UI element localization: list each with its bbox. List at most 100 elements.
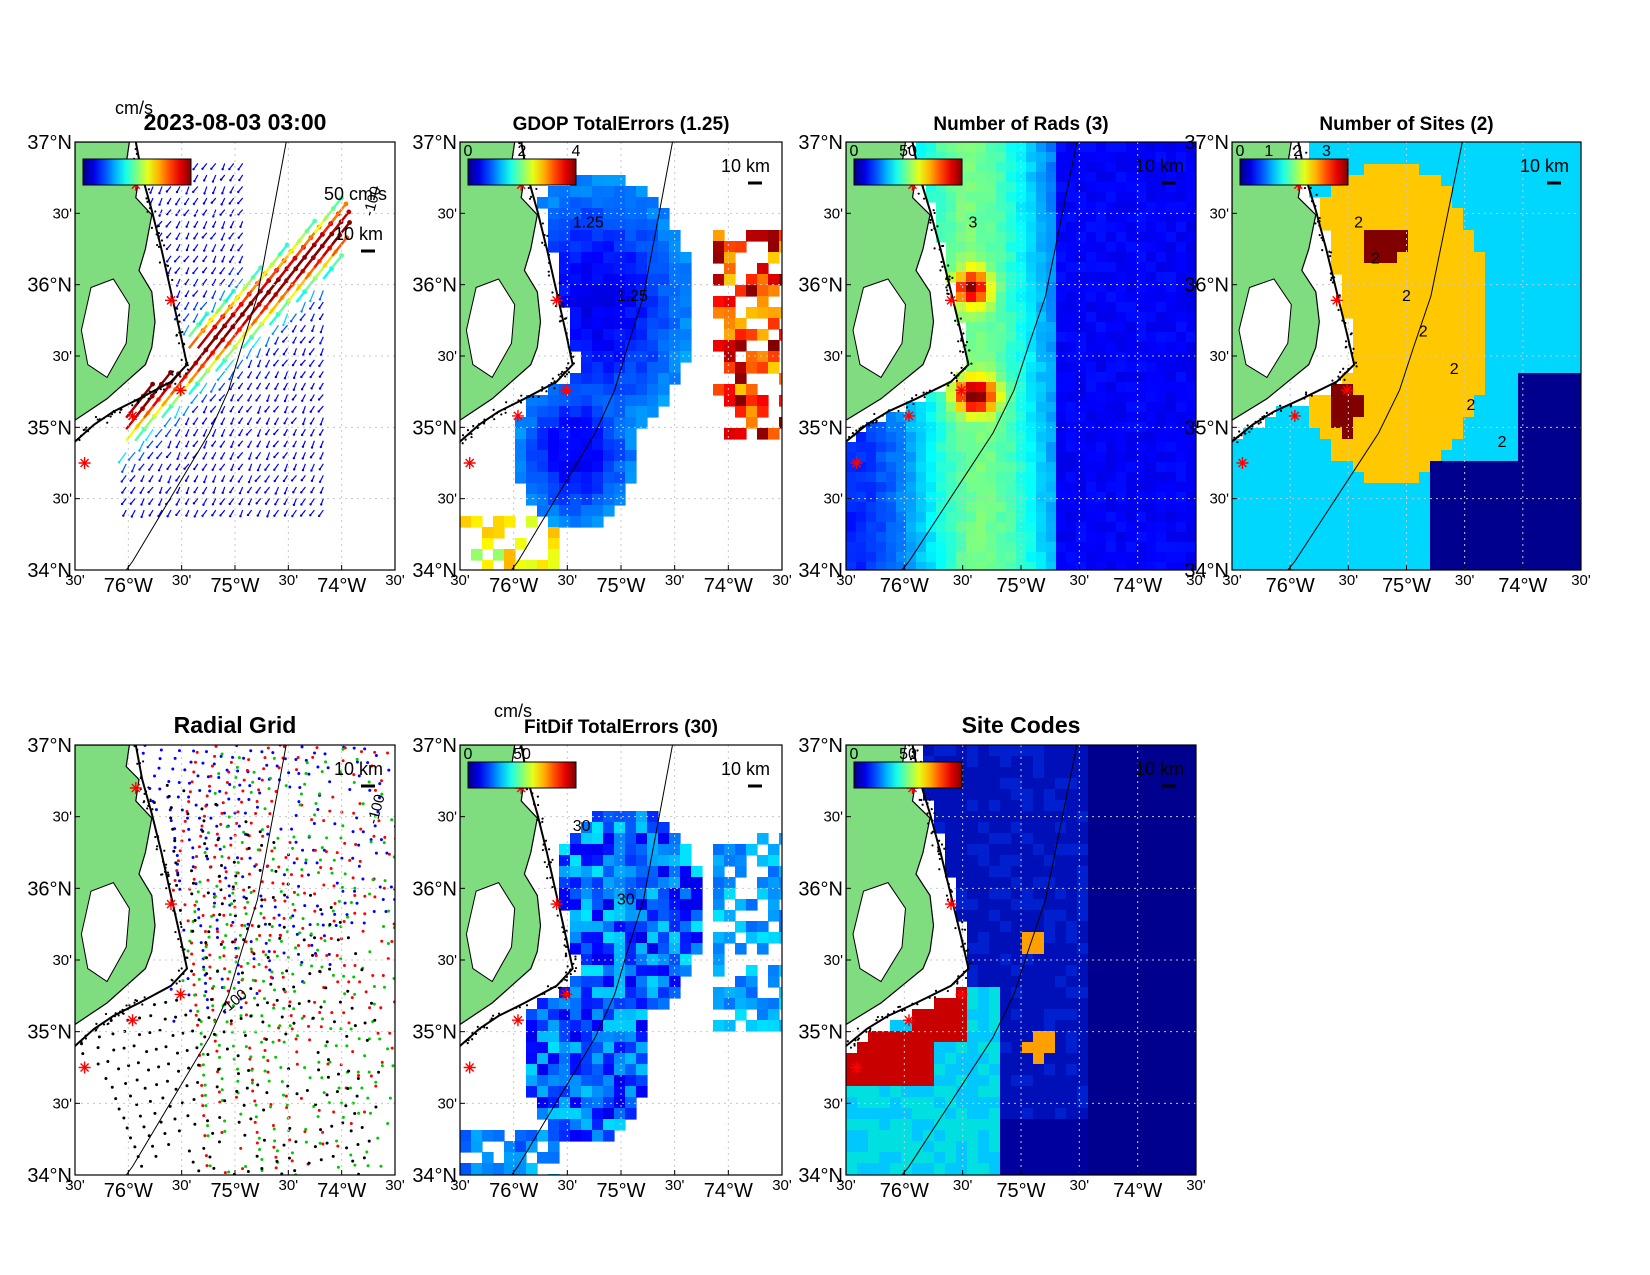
- vector-head: [147, 456, 150, 460]
- raster-cell: [1540, 505, 1552, 517]
- vector-head: [280, 330, 284, 333]
- raster-cell: [1056, 242, 1067, 253]
- raster-cell: [1026, 252, 1037, 263]
- raster-cell: [966, 472, 977, 483]
- raster-cell: [1474, 516, 1486, 528]
- raster-cell: [669, 307, 681, 319]
- raster-cell: [1375, 175, 1387, 187]
- raster-cell: [1551, 406, 1563, 418]
- raster-cell: [1066, 542, 1077, 553]
- raster-cell: [896, 522, 907, 533]
- raster-cell: [946, 412, 957, 423]
- raster-cell: [866, 552, 877, 563]
- raster-cell: [581, 373, 593, 385]
- radial-grid-point: [366, 761, 370, 765]
- raster-cell: [1186, 382, 1196, 393]
- raster-cell: [1186, 212, 1196, 223]
- raster-cell: [1066, 342, 1077, 353]
- raster-cell: [1331, 483, 1343, 495]
- raster-cell: [956, 312, 967, 323]
- raster-cell: [1452, 417, 1464, 429]
- vector-head: [185, 434, 188, 437]
- vector-head: [175, 434, 178, 437]
- raster-cell: [1136, 142, 1147, 153]
- raster-cell: [1518, 153, 1530, 165]
- current-vector: [319, 336, 324, 344]
- radial-grid-point: [202, 1114, 206, 1118]
- radial-grid-point: [264, 941, 268, 945]
- raster-cell: [1540, 296, 1552, 308]
- raster-cell: [1573, 186, 1581, 198]
- raster-cell: [1166, 412, 1177, 423]
- radial-grid-point: [220, 977, 224, 981]
- raster-cell: [966, 402, 977, 413]
- raster-cell: [1287, 450, 1299, 462]
- raster-cell: [1386, 307, 1398, 319]
- raster-cell: [986, 232, 997, 243]
- raster-cell: [1463, 560, 1475, 570]
- coast-dot: [119, 408, 122, 411]
- vector-head: [173, 416, 177, 419]
- radial-grid-point: [384, 910, 388, 914]
- raster-cell: [1086, 202, 1097, 213]
- raster-cell: [956, 372, 967, 383]
- raster-cell: [1006, 192, 1017, 203]
- coast-dot: [1305, 151, 1308, 154]
- raster-cell: [1463, 274, 1475, 286]
- raster-cell: [966, 502, 977, 513]
- vector-head: [257, 364, 260, 368]
- coastline: [846, 142, 970, 443]
- coast-dot: [1279, 409, 1283, 412]
- raster-cell: [866, 522, 877, 533]
- raster-cell: [625, 406, 637, 418]
- vector-head: [193, 433, 196, 437]
- coast-dot: [145, 197, 148, 200]
- lat-tick-label: 37°N: [412, 132, 457, 154]
- raster-cell: [1096, 552, 1107, 563]
- raster-cell: [1320, 516, 1332, 528]
- raster-cell: [1386, 208, 1398, 220]
- raster-cell: [592, 384, 604, 396]
- vector-head: [183, 259, 186, 263]
- coastline: [460, 142, 574, 443]
- raster-cell: [1441, 274, 1453, 286]
- raster-cell: [1086, 292, 1097, 303]
- raster-cell: [1375, 252, 1387, 264]
- raster-cell: [1463, 538, 1475, 550]
- coast-dot: [873, 412, 876, 416]
- raster-cell: [946, 392, 957, 403]
- current-vector: [322, 207, 335, 222]
- raster-cell: [1540, 417, 1552, 429]
- lon-tick-label: 75°W: [996, 575, 1045, 597]
- raster-cell: [603, 197, 615, 209]
- raster-cell: [1463, 296, 1475, 308]
- raster-cell: [966, 512, 977, 523]
- vector-head: [202, 457, 205, 460]
- raster-cell: [1066, 322, 1077, 333]
- raster-cell: [966, 162, 977, 173]
- raster-cell: [986, 172, 997, 183]
- raster-cell: [1026, 262, 1037, 273]
- coast-dot: [569, 352, 573, 355]
- raster-cell: [906, 562, 917, 570]
- current-vector: [309, 359, 315, 367]
- radial-grid-point: [342, 919, 346, 923]
- raster-cell: [886, 482, 897, 493]
- raster-cell: [1474, 560, 1486, 570]
- raster-cell: [1036, 362, 1047, 373]
- coast-dot: [547, 253, 551, 256]
- raster-cell: [515, 560, 527, 570]
- radial-grid-point: [361, 877, 365, 881]
- vector-head: [166, 515, 169, 518]
- raster-cell: [713, 296, 725, 308]
- raster-cell: [1006, 352, 1017, 363]
- raster-cell: [976, 172, 987, 183]
- raster-cell: [1126, 262, 1137, 273]
- raster-cell: [482, 560, 494, 570]
- radial-grid-point: [250, 923, 254, 927]
- coast-dot: [948, 278, 951, 281]
- current-vector: [264, 463, 271, 471]
- vector-head: [202, 295, 206, 298]
- raster-cell: [1452, 483, 1464, 495]
- raster-cell: [1056, 272, 1067, 283]
